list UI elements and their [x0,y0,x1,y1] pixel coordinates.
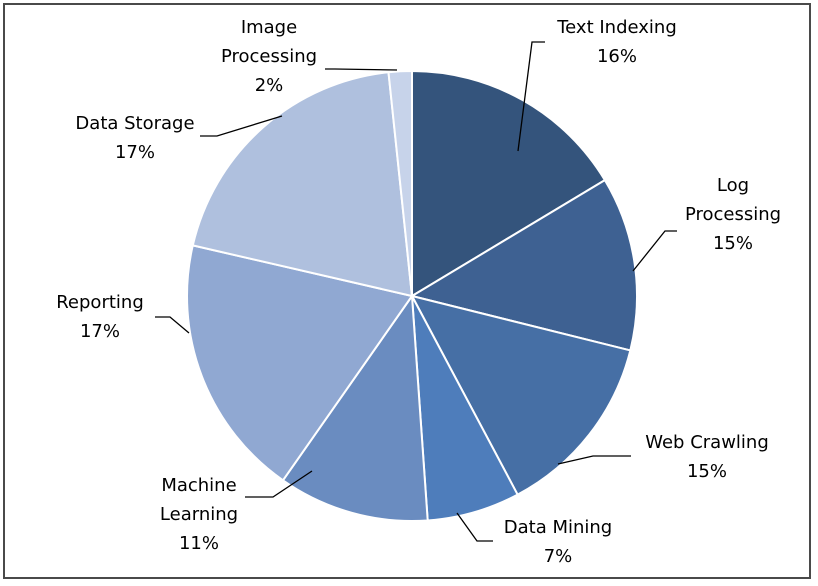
slice-name-label: Data Storage [75,113,194,134]
slice-name-label: Processing [221,46,317,67]
slice-percent-label: 17% [115,142,155,163]
leader-line [155,316,190,334]
pie-slice-reporting [186,244,414,482]
slice-percent-label: 15% [713,233,753,254]
leader-line [632,230,677,272]
leader-line [456,512,493,542]
pie-chart: Text Indexing 16%Log Processing 15%Web Craw… [56,17,781,567]
slice-percent-label: 7% [544,546,573,567]
leader-line [245,470,313,498]
slice-name-label: Web Crawling [645,432,769,453]
slice-percent-label: 15% [687,461,727,482]
slice-name-label: Learning [160,504,238,525]
pie-slice-web-crawling [410,294,632,497]
pie-slice-image-processing [387,69,413,297]
leader-line [325,68,398,71]
slice-label: Image Processing 2% [221,17,317,96]
slice-label: Log Processing 15% [685,175,781,254]
slice-name-label: Log [717,175,749,196]
slice-percent-label: 17% [80,321,120,342]
slice-label: Text Indexing 16% [556,17,677,67]
slice-percent-label: 2% [255,75,284,96]
pie-slice-machine-learning [281,293,429,522]
slice-name-label: Processing [685,204,781,225]
pie-slice-text-indexing [411,69,607,298]
slice-label: Data Mining 7% [504,517,612,567]
leader-line [557,455,631,465]
pie-slice-log-processing [409,178,638,352]
pie-slice-data-storage [191,71,414,298]
chart-frame: Text Indexing 16% Log Processing 15% Web Craw… [3,3,811,579]
slice-label: Reporting 17% [56,292,144,342]
slice-name-label: Data Mining [504,517,612,538]
slice-label: Machine Learning 11% [160,475,238,554]
slice-percent-label: 16% [597,46,637,67]
slice-label: Data Storage 17% [75,113,194,163]
slice-label: Web Crawling 15% [645,432,769,482]
slice-name-label: Machine [161,475,236,496]
slice-name-label: Image [241,17,297,38]
leader-line [517,41,545,152]
leader-line [200,115,283,137]
slice-name-label: Text Indexing [556,17,677,38]
slice-percent-label: 11% [179,533,219,554]
slice-name-label: Reporting [56,292,144,313]
